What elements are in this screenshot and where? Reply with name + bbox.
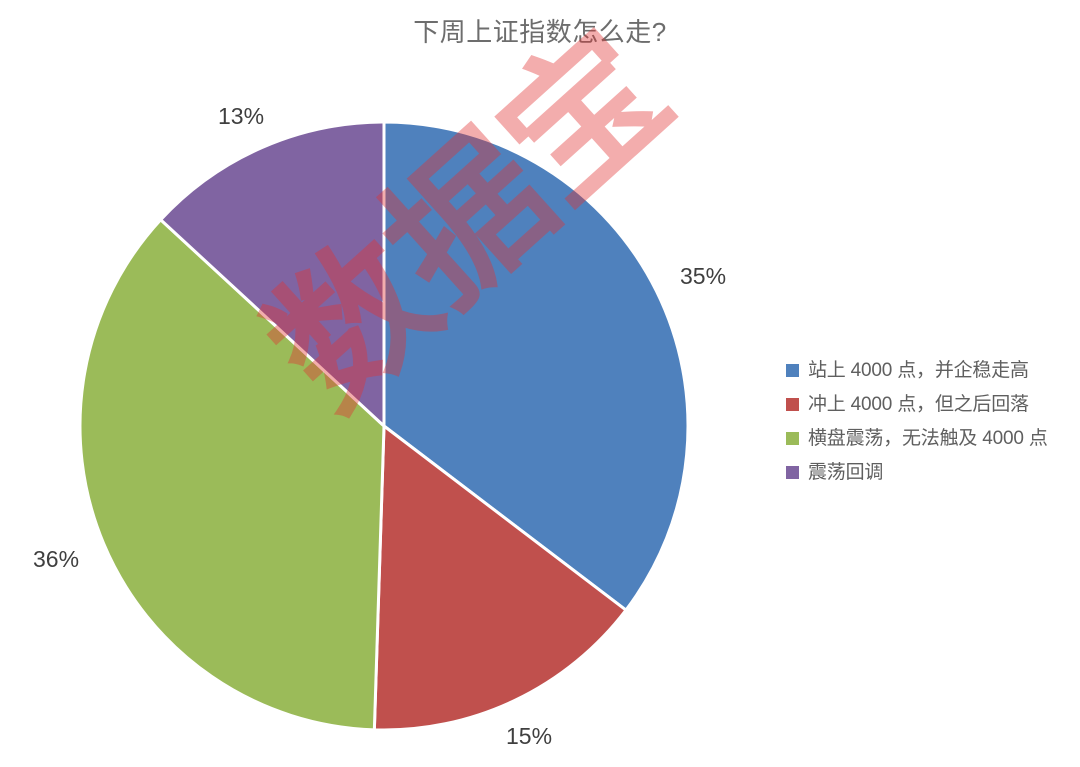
pie-slice-3[interactable] — [159, 120, 386, 428]
pie-slices-group — [78, 120, 690, 732]
legend-item-0[interactable]: 站上 4000 点，并企稳走高 — [786, 358, 1080, 383]
slice-value-label-3: 13% — [218, 103, 265, 129]
slice-value-label-1: 15% — [506, 723, 553, 749]
pie-slice-1[interactable] — [372, 424, 628, 732]
legend-item-2[interactable]: 横盘震荡，无法触及 4000 点 — [786, 426, 1080, 451]
legend-label-1: 冲上 4000 点，但之后回落 — [808, 394, 1029, 415]
legend-item-3[interactable]: 震荡回调 — [786, 460, 1080, 485]
legend-swatch-icon-2 — [786, 432, 799, 445]
legend-swatch-icon-1 — [786, 398, 799, 411]
slice-value-label-2: 36% — [33, 546, 80, 572]
chart-title: 下周上证指数怎么走? — [413, 17, 667, 47]
slice-value-label-0: 35% — [680, 263, 727, 289]
legend-swatch-icon-3 — [786, 466, 799, 479]
legend-label-3: 震荡回调 — [808, 462, 884, 483]
pie-slice-2[interactable] — [78, 218, 386, 732]
pie-plot-area: 35% 15% 36% 13% 数据宝 — [33, 0, 727, 749]
pie-slices-svg — [78, 120, 690, 732]
legend-item-1[interactable]: 冲上 4000 点，但之后回落 — [786, 392, 1080, 417]
pie-slice-0[interactable] — [382, 120, 690, 612]
legend-label-0: 站上 4000 点，并企稳走高 — [808, 360, 1029, 381]
legend-swatch-icon-0 — [786, 364, 799, 377]
chart-legend: 站上 4000 点，并企稳走高 冲上 4000 点，但之后回落 横盘震荡，无法触… — [786, 358, 1080, 494]
legend-label-2: 横盘震荡，无法触及 4000 点 — [808, 428, 1048, 449]
